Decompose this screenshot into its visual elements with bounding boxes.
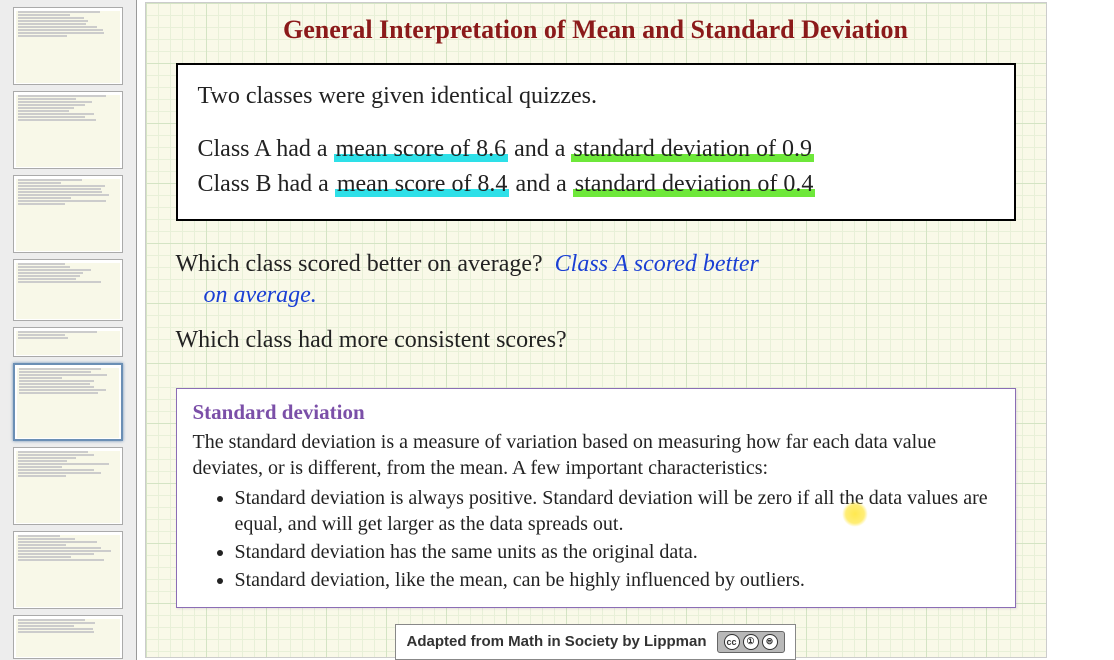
definition-heading: Standard deviation [193, 399, 999, 426]
questions: Which class scored better on average? Cl… [176, 251, 1016, 354]
text: Class B had a [198, 171, 335, 197]
thumbnail-2[interactable] [13, 91, 123, 169]
question-2: Which class had more consistent scores? [176, 327, 1016, 354]
thumbnail-3[interactable] [13, 175, 123, 253]
mean-a-highlight: mean score of 8.6 [334, 136, 509, 162]
slide-title: General Interpretation of Mean and Stand… [176, 3, 1016, 45]
thumbnail-sidebar[interactable] [0, 0, 137, 660]
bullet-1: Standard deviation is always positive. S… [235, 485, 999, 537]
class-a-line: Class A had a mean score of 8.6 and a st… [198, 132, 994, 167]
attribution-badge: Adapted from Math in Society by Lippman … [395, 624, 795, 660]
text: Class A had a [198, 136, 334, 162]
definition-list: Standard deviation is always positive. S… [235, 485, 999, 593]
thumbnail-5[interactable] [13, 327, 123, 357]
question-1-row: Which class scored better on average? Cl… [176, 251, 1016, 278]
cc-icon: cc [724, 634, 740, 650]
thumbnail-8[interactable] [13, 531, 123, 609]
thumbnail-9[interactable] [13, 615, 123, 659]
sa-icon: ⊜ [762, 634, 778, 650]
answer-1-part1: Class A scored better [555, 251, 759, 278]
text: and a [509, 171, 572, 197]
definition-body: The standard deviation is a measure of v… [193, 429, 999, 481]
by-icon: ① [743, 634, 759, 650]
thumbnail-6[interactable] [13, 363, 123, 441]
thumbnail-7[interactable] [13, 447, 123, 525]
problem-box: Two classes were given identical quizzes… [176, 63, 1016, 221]
thumbnail-1[interactable] [13, 7, 123, 85]
text: and a [508, 136, 571, 162]
definition-box: Standard deviation The standard deviatio… [176, 388, 1016, 607]
main-slide-area: General Interpretation of Mean and Stand… [137, 0, 1054, 660]
bullet-3: Standard deviation, like the mean, can b… [235, 567, 999, 593]
footer: Adapted from Math in Society by Lippman … [176, 624, 1016, 660]
right-margin [1054, 0, 1114, 660]
attribution-text: Adapted from Math in Society by Lippman [406, 633, 706, 650]
sd-b-highlight: standard deviation of 0.4 [573, 171, 816, 197]
sd-a-highlight: standard deviation of 0.9 [571, 136, 814, 162]
slide: General Interpretation of Mean and Stand… [145, 2, 1047, 658]
question-1: Which class scored better on average? [176, 251, 543, 278]
mean-b-highlight: mean score of 8.4 [335, 171, 510, 197]
bullet-2: Standard deviation has the same units as… [235, 539, 999, 565]
class-b-line: Class B had a mean score of 8.4 and a st… [198, 167, 994, 202]
problem-intro: Two classes were given identical quizzes… [198, 79, 994, 114]
thumbnail-4[interactable] [13, 259, 123, 321]
cc-license-icon: cc ① ⊜ [717, 631, 785, 653]
answer-1-part2: on average. [204, 282, 1016, 309]
